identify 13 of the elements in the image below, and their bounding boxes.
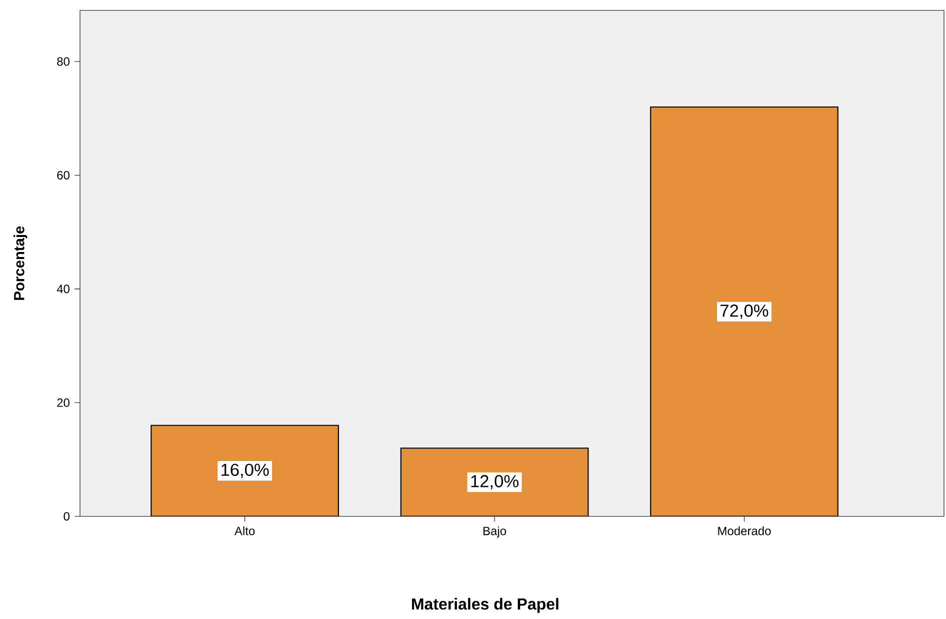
y-axis-title: Porcentaje <box>14 226 28 300</box>
x-tick-label: Moderado <box>718 526 771 536</box>
x-tick-label: Alto <box>234 526 255 536</box>
y-tick-label: 40 <box>56 284 70 294</box>
x-tick-label: Bajo <box>484 526 506 538</box>
x-axis-title: Materiales de Papel <box>412 598 558 613</box>
y-tick-label: 60 <box>57 170 70 180</box>
data-label: 16,0% <box>222 464 269 478</box>
data-label: 12,0% <box>471 475 518 490</box>
y-tick-label: 0 <box>64 512 70 521</box>
y-tick-label: 80 <box>57 57 70 66</box>
data-label: 72,0% <box>720 304 768 319</box>
y-tick-label: 20 <box>57 398 70 407</box>
